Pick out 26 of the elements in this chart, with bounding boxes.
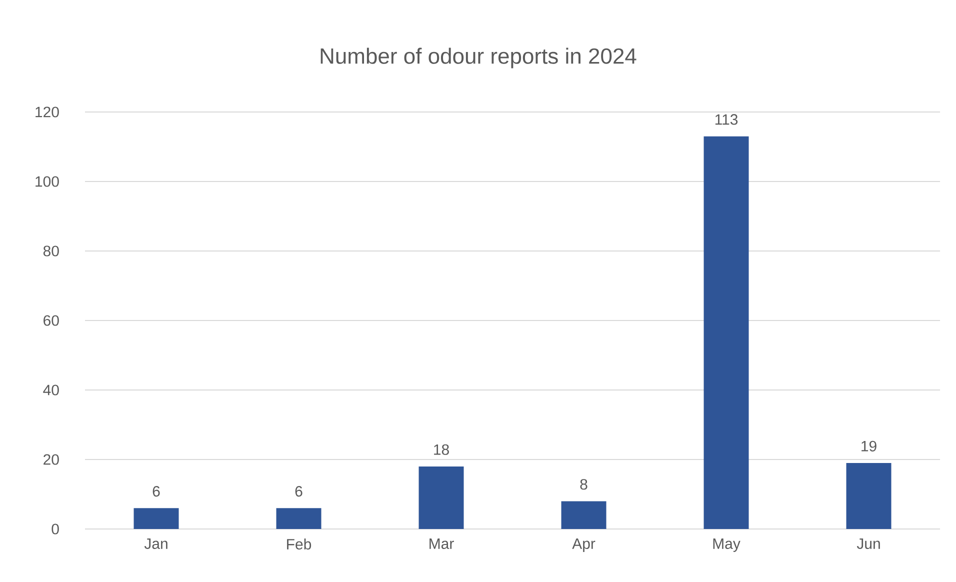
bar — [561, 501, 606, 529]
y-tick-label: 100 — [36, 176, 59, 187]
y-tick-label: 0 — [52, 524, 59, 534]
x-tick-label: Apr — [572, 538, 596, 552]
x-tick-label: Mar — [430, 538, 454, 549]
x-tick-label: May — [713, 538, 740, 552]
y-tick-label: 80 — [43, 246, 59, 256]
data-label: 18 — [434, 444, 449, 455]
y-tick-label: 20 — [44, 454, 59, 465]
data-label: 6 — [295, 486, 302, 497]
x-tick-label: Feb — [287, 538, 312, 550]
data-label: 6 — [152, 486, 160, 497]
bar — [704, 136, 749, 529]
bar — [276, 508, 322, 529]
data-label: 8 — [580, 479, 588, 490]
data-label: 19 — [862, 440, 876, 452]
y-tick-label: 60 — [44, 315, 59, 326]
bar — [418, 466, 464, 529]
bar — [134, 508, 179, 529]
chart-title: Number of odour reports in 2024 — [320, 48, 636, 68]
x-tick-label: Jun — [856, 538, 880, 549]
y-tick-label: 40 — [43, 384, 59, 396]
bar — [846, 462, 892, 529]
x-tick-label: Jan — [144, 538, 168, 549]
y-tick-label: 120 — [36, 106, 59, 118]
data-label: 113 — [715, 114, 738, 125]
